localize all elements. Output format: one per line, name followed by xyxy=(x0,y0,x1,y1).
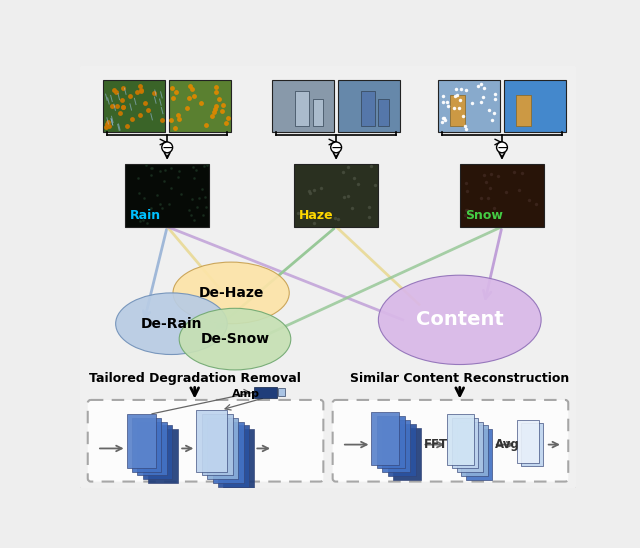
Polygon shape xyxy=(148,429,178,483)
Circle shape xyxy=(497,142,508,153)
Text: Rain: Rain xyxy=(130,209,161,222)
Text: De-Snow: De-Snow xyxy=(200,332,269,346)
Polygon shape xyxy=(377,416,404,469)
FancyBboxPatch shape xyxy=(338,79,400,132)
Polygon shape xyxy=(223,429,254,491)
FancyBboxPatch shape xyxy=(450,95,465,126)
FancyBboxPatch shape xyxy=(438,79,500,132)
FancyBboxPatch shape xyxy=(272,79,334,132)
FancyBboxPatch shape xyxy=(504,79,566,132)
FancyBboxPatch shape xyxy=(88,400,323,482)
Polygon shape xyxy=(138,421,167,476)
FancyBboxPatch shape xyxy=(516,95,531,126)
Polygon shape xyxy=(202,414,233,476)
Text: De-Rain: De-Rain xyxy=(141,317,202,330)
Text: Similar Content Reconstruction: Similar Content Reconstruction xyxy=(350,372,570,385)
Text: Content: Content xyxy=(416,310,504,329)
Text: −: − xyxy=(161,140,173,155)
Polygon shape xyxy=(466,429,492,480)
Polygon shape xyxy=(127,414,156,467)
Text: −: − xyxy=(496,140,508,155)
Polygon shape xyxy=(207,418,238,480)
FancyBboxPatch shape xyxy=(294,163,378,227)
Ellipse shape xyxy=(116,293,227,355)
Text: Amp: Amp xyxy=(232,389,260,399)
FancyBboxPatch shape xyxy=(378,99,389,126)
Polygon shape xyxy=(196,410,227,471)
FancyBboxPatch shape xyxy=(253,387,277,398)
Polygon shape xyxy=(143,425,172,480)
FancyBboxPatch shape xyxy=(312,99,323,126)
Polygon shape xyxy=(517,420,539,463)
FancyBboxPatch shape xyxy=(460,163,544,227)
Text: Avg: Avg xyxy=(495,438,520,451)
Text: −: − xyxy=(330,140,342,155)
Ellipse shape xyxy=(179,309,291,370)
Text: Haze: Haze xyxy=(299,209,333,222)
Ellipse shape xyxy=(378,275,541,364)
Polygon shape xyxy=(452,418,478,469)
Polygon shape xyxy=(382,420,410,472)
Polygon shape xyxy=(447,414,474,465)
Polygon shape xyxy=(212,421,244,483)
FancyBboxPatch shape xyxy=(333,400,568,482)
Polygon shape xyxy=(461,425,488,476)
FancyBboxPatch shape xyxy=(125,163,209,227)
Ellipse shape xyxy=(173,262,289,324)
Text: Tailored Degradation Removal: Tailored Degradation Removal xyxy=(89,372,301,385)
Text: FFT: FFT xyxy=(424,438,448,451)
Polygon shape xyxy=(521,423,543,466)
FancyBboxPatch shape xyxy=(362,91,375,126)
Polygon shape xyxy=(393,427,421,480)
Polygon shape xyxy=(371,412,399,465)
Circle shape xyxy=(162,142,173,153)
FancyBboxPatch shape xyxy=(103,79,165,132)
Polygon shape xyxy=(218,425,249,487)
FancyBboxPatch shape xyxy=(169,79,231,132)
FancyBboxPatch shape xyxy=(296,91,309,126)
Text: Snow: Snow xyxy=(465,209,502,222)
Text: De-Haze: De-Haze xyxy=(198,286,264,300)
Polygon shape xyxy=(388,424,415,476)
Polygon shape xyxy=(132,418,161,471)
FancyBboxPatch shape xyxy=(278,389,285,396)
FancyBboxPatch shape xyxy=(79,62,577,491)
Polygon shape xyxy=(457,421,483,472)
Circle shape xyxy=(331,142,342,153)
